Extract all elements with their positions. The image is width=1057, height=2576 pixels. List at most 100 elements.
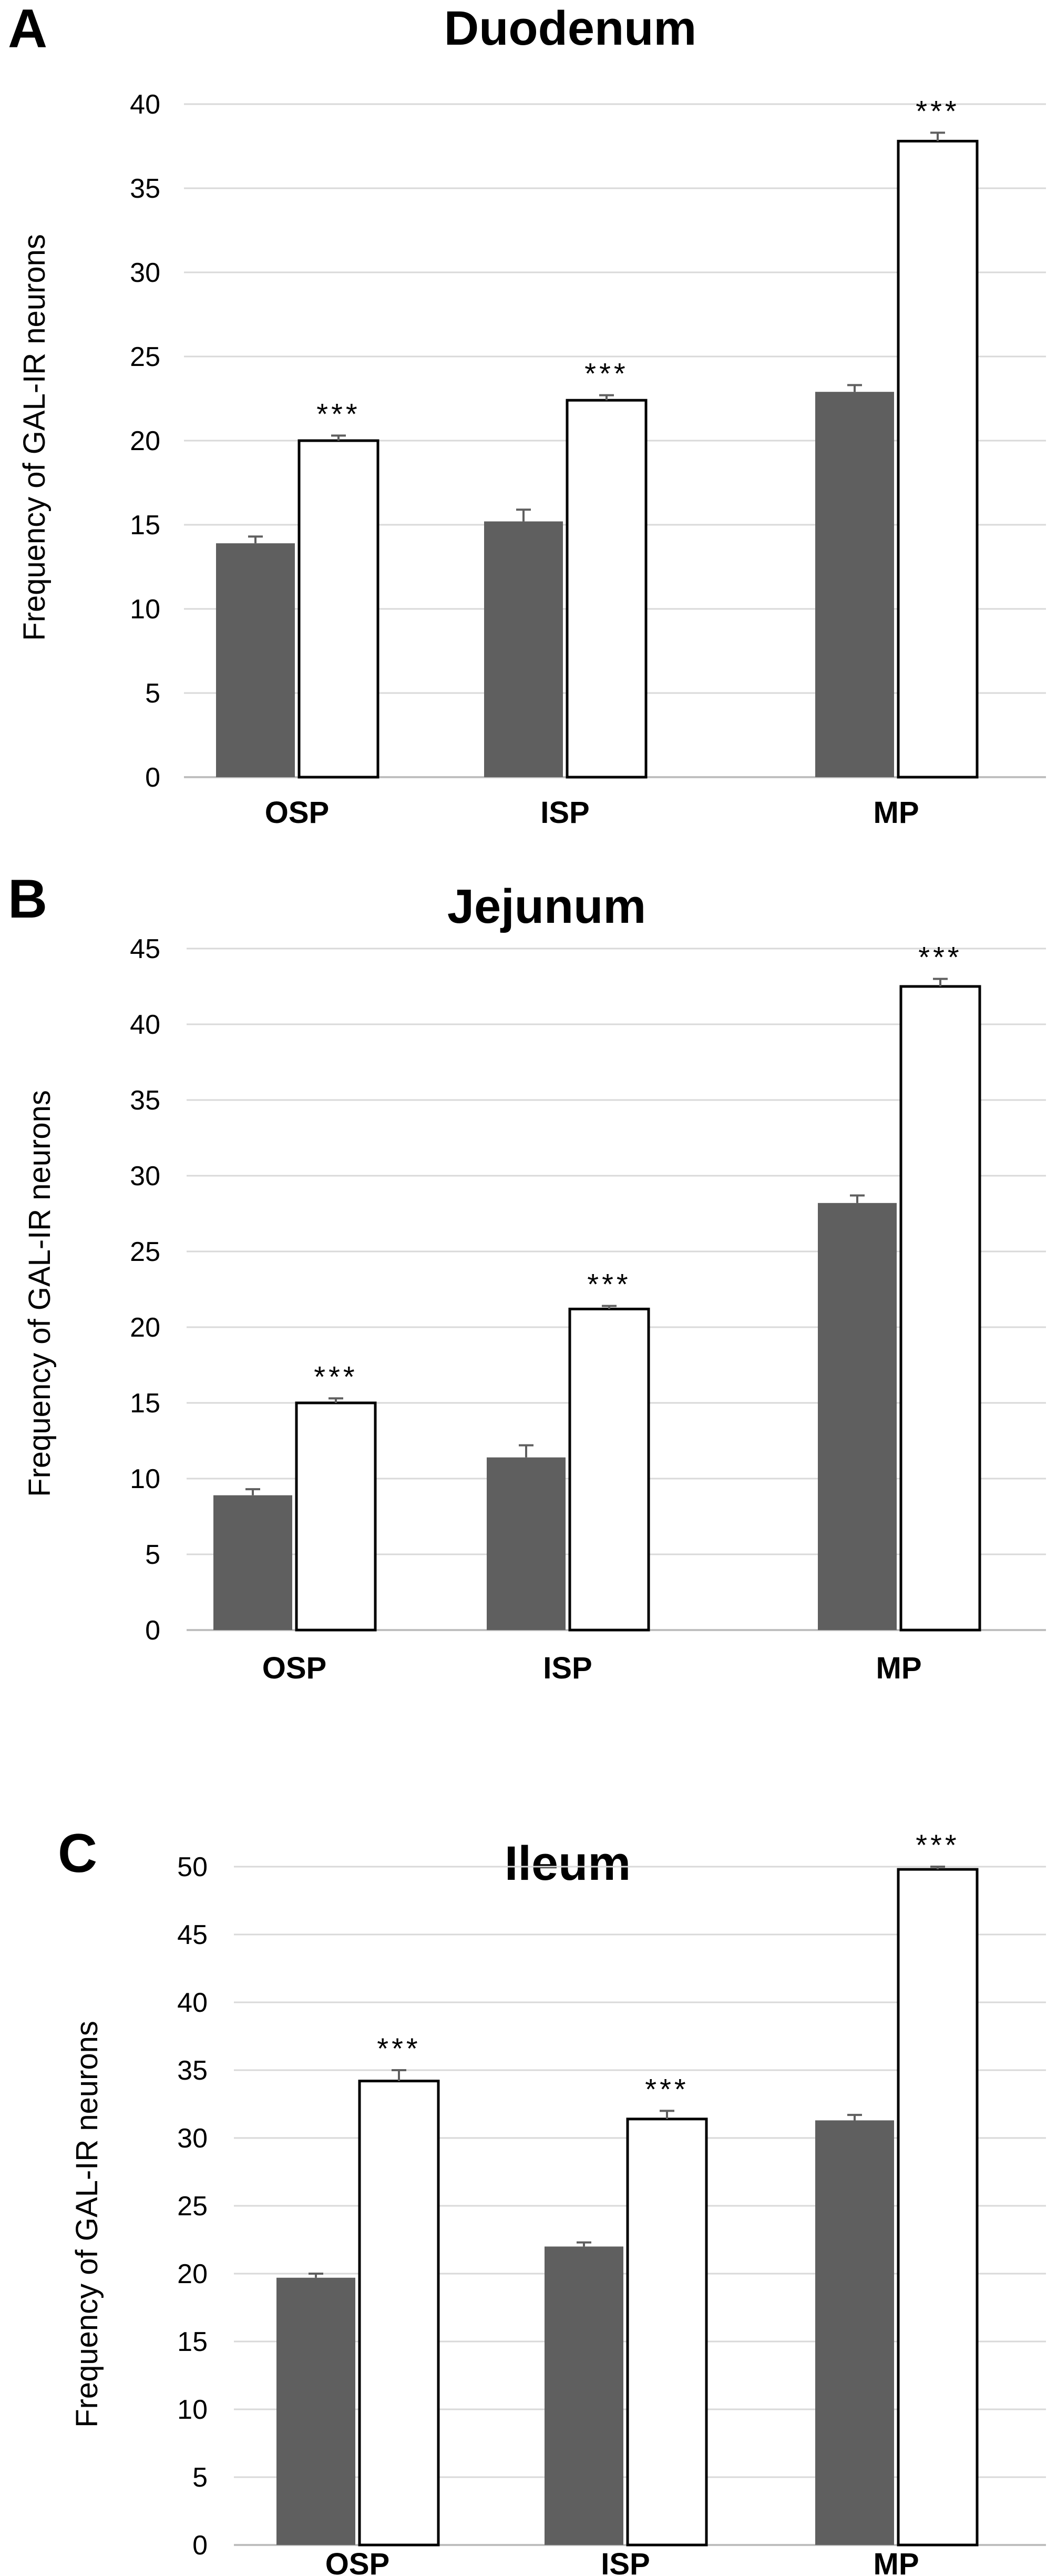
y-tick-label: 20 <box>177 2259 208 2289</box>
panel-letter-a: A <box>8 0 47 59</box>
y-tick-label: 0 <box>145 1615 160 1646</box>
x-tick-label: ISP <box>601 2547 650 2576</box>
y-ticks-b: 0 5 10 15 20 25 30 35 40 45 <box>130 934 160 1646</box>
bar-osp-gray <box>216 543 295 777</box>
bar-osp-gray <box>276 2277 355 2545</box>
y-tick-label: 35 <box>130 1085 160 1116</box>
bar-mp-gray <box>815 392 894 777</box>
error-bar-mp-white <box>933 978 948 986</box>
significance-mark: *** <box>316 397 360 430</box>
panel-title-c: Ileum <box>505 1837 631 1890</box>
error-bar-isp-white <box>599 394 614 401</box>
significance-mark: *** <box>584 357 628 390</box>
y-tick-label: 15 <box>130 1388 160 1419</box>
x-tick-label: MP <box>874 2547 919 2576</box>
y-tick-label: 45 <box>130 934 160 964</box>
y-tick-label: 10 <box>130 594 160 625</box>
panel-title-a: Duodenum <box>444 2 696 55</box>
panel-b: B Jejunum Frequency of GAL-IR neurons 0 … <box>8 869 1046 1685</box>
bar-osp-gray <box>213 1495 292 1630</box>
error-bar-mp-white <box>930 131 945 141</box>
error-bar-osp-white <box>331 434 346 441</box>
y-ticks-c: 0 5 10 15 20 25 30 35 40 45 50 <box>177 1852 208 2561</box>
y-tick-label: 30 <box>177 2123 208 2154</box>
x-tick-label: ISP <box>543 1651 592 1685</box>
error-bar-isp-gray <box>519 1444 533 1458</box>
y-tick-label: 0 <box>192 2530 208 2561</box>
y-axis-label-a: Frequency of GAL-IR neurons <box>17 234 52 641</box>
error-bar-isp-white <box>660 2110 674 2119</box>
y-tick-label: 30 <box>130 1161 160 1192</box>
significance-mark: *** <box>587 1268 631 1301</box>
y-tick-label: 5 <box>145 1540 160 1570</box>
x-ticks-b: OSP ISP MP <box>262 1651 922 1685</box>
bar-mp-white <box>897 139 979 779</box>
y-tick-label: 20 <box>130 1312 160 1343</box>
significance-mark: *** <box>645 2072 689 2105</box>
error-bar-osp-white <box>329 1397 343 1403</box>
y-axis-label-c: Frequency of GAL-IR neurons <box>70 2021 104 2428</box>
error-bar-isp-white <box>602 1305 617 1309</box>
bar-mp-white <box>899 985 981 1632</box>
y-tick-label: 25 <box>177 2191 208 2222</box>
bar-isp-gray <box>487 1457 566 1630</box>
error-bar-mp-gray <box>850 1194 865 1203</box>
x-ticks-a: OSP ISP MP <box>265 796 919 830</box>
y-tick-label: 30 <box>130 258 160 288</box>
bar-osp-white <box>295 1401 377 1632</box>
y-tick-label: 20 <box>130 426 160 456</box>
significance-mark: *** <box>916 1828 959 1861</box>
significance-mark: *** <box>314 1360 357 1393</box>
y-tick-label: 5 <box>145 678 160 709</box>
x-tick-label: OSP <box>265 796 330 830</box>
error-bar-osp-gray <box>309 2273 323 2278</box>
y-tick-label: 10 <box>130 1464 160 1494</box>
error-bar-osp-gray <box>248 535 263 544</box>
y-tick-label: 35 <box>177 2055 208 2086</box>
panel-letter-b: B <box>8 869 47 930</box>
bar-isp-gray <box>545 2246 623 2545</box>
y-tick-label: 10 <box>177 2395 208 2425</box>
y-tick-label: 15 <box>177 2327 208 2357</box>
y-tick-label: 40 <box>130 1010 160 1040</box>
y-tick-label: 40 <box>177 1988 208 2018</box>
bar-mp-gray <box>818 1203 897 1630</box>
y-tick-label: 25 <box>130 342 160 372</box>
error-bar-mp-gray <box>847 2114 862 2121</box>
error-bar-osp-white <box>392 2069 406 2081</box>
panel-a: A Duodenum Frequency of GAL-IR neurons 0… <box>8 0 1046 830</box>
y-tick-label: 25 <box>130 1237 160 1267</box>
bar-mp-white <box>897 1868 979 2547</box>
plot-area-c: *** *** *** <box>234 1828 1046 2547</box>
y-tick-label: 40 <box>130 89 160 120</box>
y-axis-label-b: Frequency of GAL-IR neurons <box>23 1090 57 1497</box>
x-tick-label: ISP <box>540 796 590 830</box>
plot-area-a: *** *** *** <box>184 94 1046 779</box>
x-tick-label: OSP <box>262 1651 327 1685</box>
y-tick-label: 35 <box>130 174 160 204</box>
bar-osp-white <box>358 2080 440 2547</box>
x-ticks-c: OSP ISP MP <box>325 2547 919 2576</box>
significance-mark: *** <box>377 2032 420 2065</box>
panel-c: C Ileum Frequency of GAL-IR neurons 0 5 … <box>58 1823 1046 2576</box>
significance-mark: *** <box>916 94 959 127</box>
x-tick-label: OSP <box>325 2547 390 2576</box>
y-tick-label: 0 <box>145 762 160 793</box>
y-tick-label: 45 <box>177 1920 208 1950</box>
bar-mp-gray <box>815 2120 894 2545</box>
error-bar-mp-white <box>930 1866 945 1870</box>
y-tick-label: 15 <box>130 510 160 541</box>
bar-isp-white <box>566 399 648 779</box>
error-bar-mp-gray <box>847 384 862 392</box>
y-ticks-a: 0 5 10 15 20 25 30 35 40 <box>130 89 160 793</box>
x-tick-label: MP <box>876 1651 922 1685</box>
bar-osp-white <box>297 439 379 779</box>
plot-area-b: *** *** *** <box>187 941 1046 1632</box>
panel-letter-c: C <box>58 1823 97 1884</box>
y-tick-label: 50 <box>177 1852 208 1882</box>
error-bar-isp-gray <box>516 508 531 522</box>
x-tick-label: MP <box>874 796 919 830</box>
error-bar-isp-gray <box>577 2241 591 2247</box>
bar-isp-white <box>626 2117 708 2547</box>
